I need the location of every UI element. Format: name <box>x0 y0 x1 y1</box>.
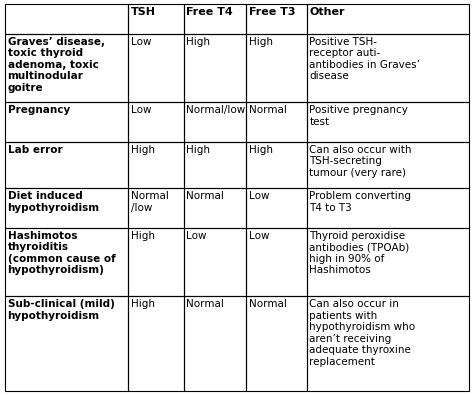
Text: High: High <box>131 231 155 241</box>
Text: Low: Low <box>249 191 270 201</box>
Text: Sub-clinical (mild)
hypothyroidism: Sub-clinical (mild) hypothyroidism <box>8 299 114 321</box>
Text: Free T3: Free T3 <box>249 7 296 17</box>
Text: High: High <box>131 145 155 155</box>
Text: Diet induced
hypothyroidism: Diet induced hypothyroidism <box>8 191 100 213</box>
Text: Low: Low <box>131 105 151 115</box>
Text: Graves’ disease,
toxic thyroid
adenoma, toxic
multinodular
goitre: Graves’ disease, toxic thyroid adenoma, … <box>8 37 105 93</box>
Text: Lab error: Lab error <box>8 145 62 155</box>
Text: Normal: Normal <box>186 299 224 309</box>
Text: Low: Low <box>186 231 207 241</box>
Text: Normal/low: Normal/low <box>186 105 246 115</box>
Text: Problem converting
T4 to T3: Problem converting T4 to T3 <box>310 191 411 213</box>
Text: Positive pregnancy
test: Positive pregnancy test <box>310 105 408 126</box>
Text: High: High <box>131 299 155 309</box>
Text: Low: Low <box>249 231 270 241</box>
Text: Normal: Normal <box>249 105 287 115</box>
Text: Free T4: Free T4 <box>186 7 233 17</box>
Text: Normal: Normal <box>186 191 224 201</box>
Text: Thyroid peroxidise
antibodies (TPOAb)
high in 90% of
Hashimotos: Thyroid peroxidise antibodies (TPOAb) hi… <box>310 231 410 275</box>
Text: Positive TSH-
receptor auti-
antibodies in Graves’
disease: Positive TSH- receptor auti- antibodies … <box>310 37 420 81</box>
Text: Can also occur with
TSH-secreting
tumour (very rare): Can also occur with TSH-secreting tumour… <box>310 145 412 178</box>
Text: High: High <box>249 37 273 47</box>
Text: TSH: TSH <box>131 7 155 17</box>
Text: Low: Low <box>131 37 151 47</box>
Text: High: High <box>186 37 210 47</box>
Text: Normal: Normal <box>249 299 287 309</box>
Text: Normal
/low: Normal /low <box>131 191 168 213</box>
Text: High: High <box>249 145 273 155</box>
Text: Other: Other <box>310 7 345 17</box>
Text: Pregnancy: Pregnancy <box>8 105 70 115</box>
Text: Hashimotos
thyroiditis
(common cause of
hypothyroidism): Hashimotos thyroiditis (common cause of … <box>8 231 115 275</box>
Text: Can also occur in
patients with
hypothyroidism who
aren’t receiving
adequate thy: Can also occur in patients with hypothyr… <box>310 299 416 367</box>
Text: High: High <box>186 145 210 155</box>
